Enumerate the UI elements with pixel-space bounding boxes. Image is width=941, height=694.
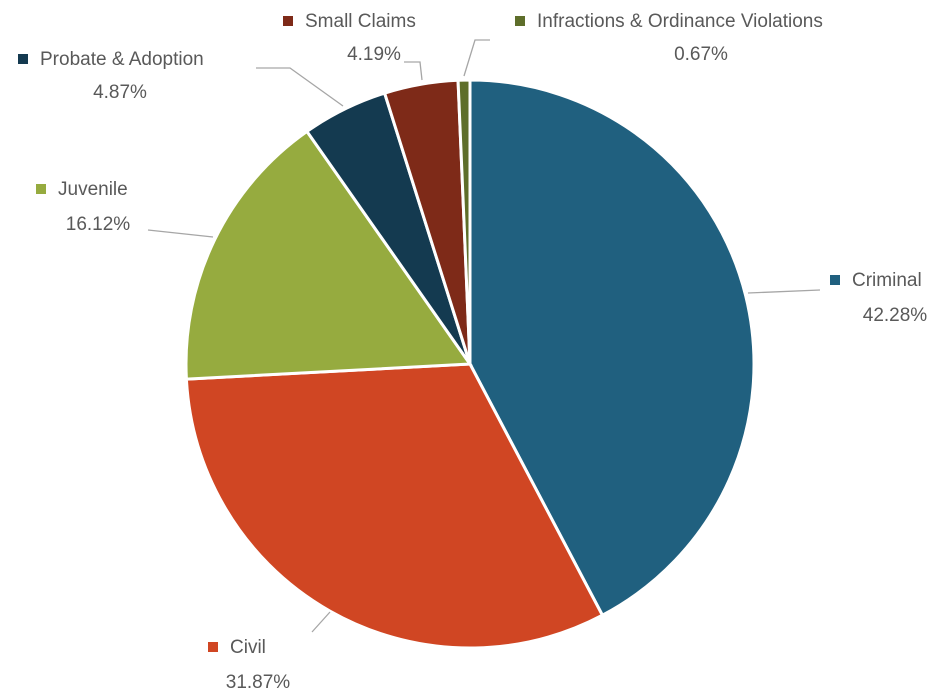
leader-line [256, 67, 344, 107]
value-label: 4.19% [347, 44, 401, 65]
category-label: Civil [230, 637, 266, 658]
legend-marker [283, 16, 293, 26]
value-label: 42.28% [863, 305, 928, 326]
value-label: 4.87% [93, 82, 147, 103]
pie-slice [184, 129, 473, 381]
legend-marker [515, 16, 525, 26]
category-label: Juvenile [58, 179, 128, 200]
legend-marker [18, 54, 28, 64]
leader-line [311, 611, 331, 633]
legend-marker [830, 275, 840, 285]
value-label: 31.87% [226, 672, 291, 693]
pie-slice [468, 78, 756, 618]
legend-marker [36, 184, 46, 194]
category-label: Criminal [852, 270, 922, 291]
leader-line [747, 289, 821, 294]
pie-slice [456, 78, 472, 365]
category-label: Infractions & Ordinance Violations [537, 11, 823, 32]
category-label: Probate & Adoption [40, 49, 204, 70]
leader-line [463, 39, 490, 77]
value-label: 0.67% [674, 44, 728, 65]
leader-line [404, 61, 423, 81]
category-label: Small Claims [305, 11, 416, 32]
legend-marker [208, 642, 218, 652]
leader-line [147, 229, 214, 238]
pie-slice [184, 362, 605, 650]
value-label: 16.12% [66, 214, 131, 235]
